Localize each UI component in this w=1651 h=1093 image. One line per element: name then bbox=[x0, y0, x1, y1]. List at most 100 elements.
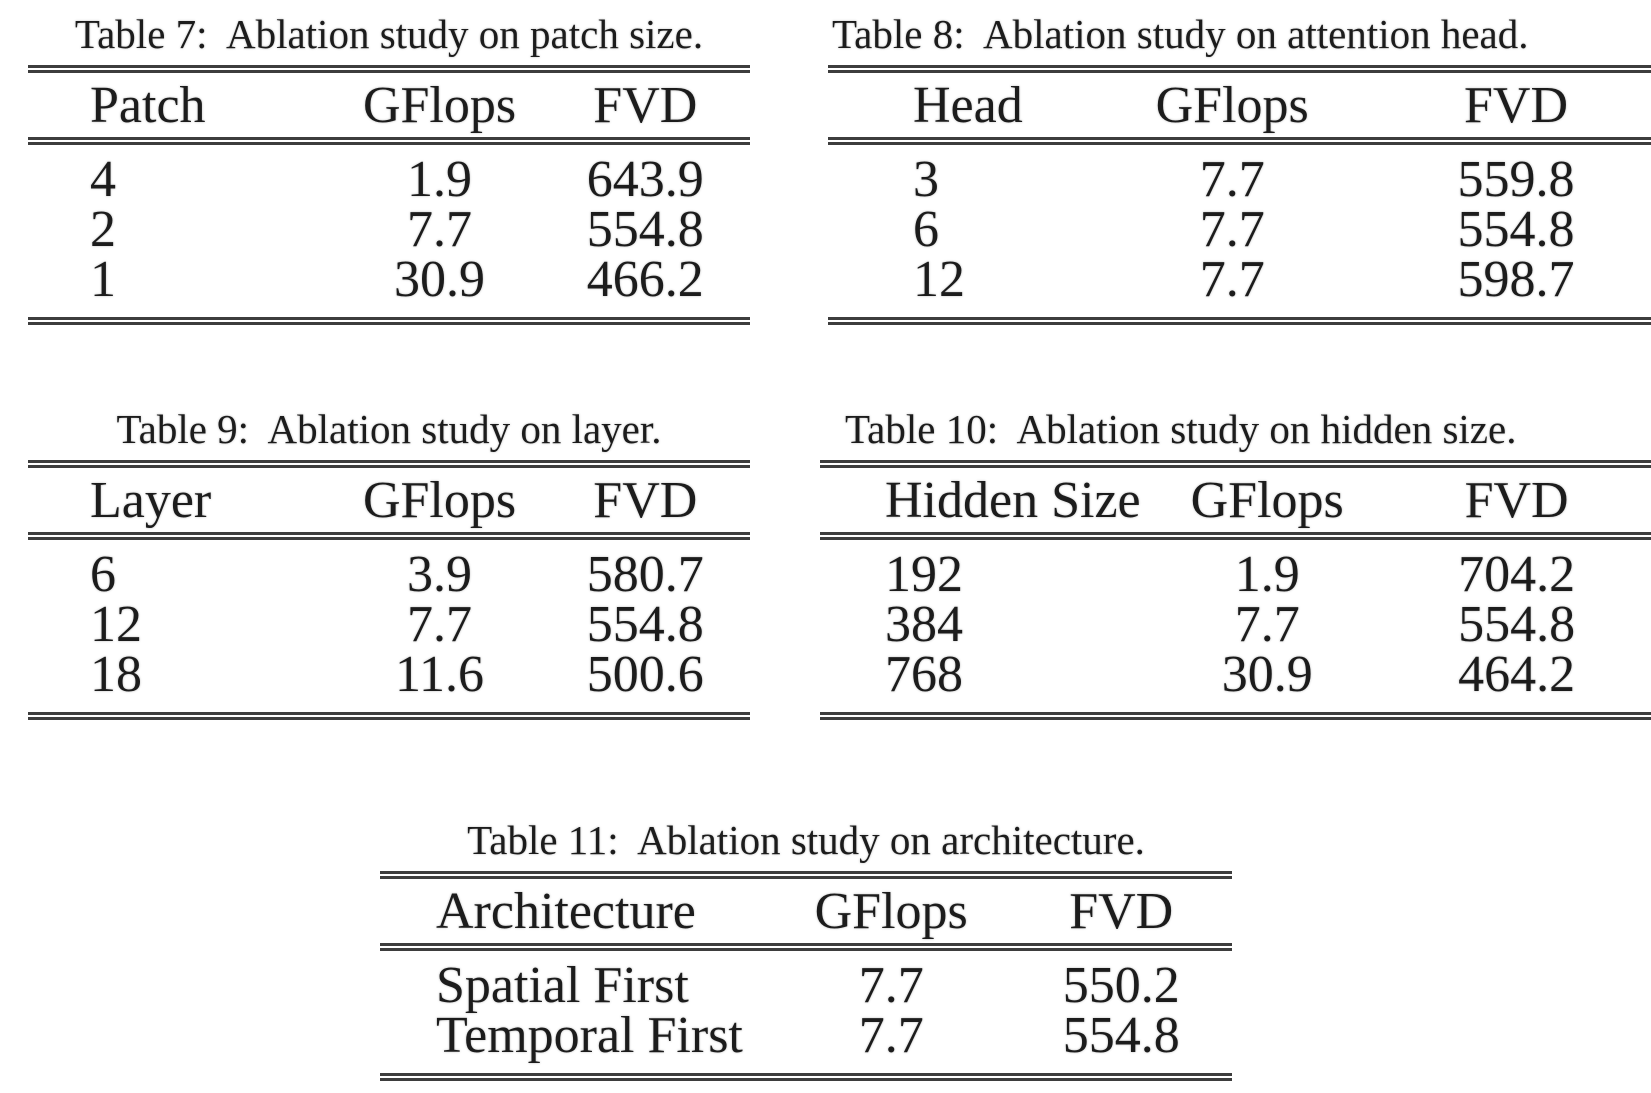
table-10-top-rule bbox=[820, 460, 1651, 468]
cell-fvd: 554.8 bbox=[586, 201, 704, 258]
table-10-body: 192 1.9 704.2 384 7.7 554.8 768 30.9 464… bbox=[820, 540, 1651, 712]
table-10-header-row: Hidden Size GFlops FVD bbox=[820, 468, 1651, 532]
cell-fvd: 643.9 bbox=[586, 151, 704, 208]
cell-fvd: 704.2 bbox=[1458, 546, 1576, 603]
table-7-bottom-rule bbox=[28, 317, 750, 325]
table-10-caption-text: Ablation study on hidden size. bbox=[1016, 406, 1517, 452]
column-header-hidden-size: Hidden Size bbox=[885, 471, 1141, 529]
cell-layer: 12 bbox=[90, 596, 142, 653]
table-9-body: 6 3.9 580.7 12 7.7 554.8 18 11.6 500.6 bbox=[28, 540, 750, 712]
column-header-gflops: GFlops bbox=[1155, 76, 1309, 134]
cell-fvd: 550.2 bbox=[1062, 957, 1180, 1014]
cell-gflops: 3.9 bbox=[407, 546, 473, 603]
table-row: 6 3.9 580.7 bbox=[28, 546, 750, 603]
cell-fvd: 580.7 bbox=[586, 546, 704, 603]
table-8-header-row: Head GFlops FVD bbox=[828, 73, 1651, 137]
cell-gflops: 7.7 bbox=[407, 596, 473, 653]
table-10-caption-label: Table 10: bbox=[845, 406, 999, 452]
cell-patch: 4 bbox=[90, 151, 116, 208]
column-header-head: Head bbox=[913, 76, 1023, 134]
table-9-header-row: Layer GFlops FVD bbox=[28, 468, 750, 532]
table-11-architecture: Table 11: Ablation study on architecture.… bbox=[380, 816, 1232, 1081]
cell-fvd: 554.8 bbox=[1457, 201, 1575, 258]
table-row: 192 1.9 704.2 bbox=[820, 546, 1651, 603]
table-10-caption: Table 10: Ablation study on hidden size. bbox=[820, 405, 1651, 453]
table-row: 1 30.9 466.2 bbox=[28, 251, 750, 308]
table-row: 18 11.6 500.6 bbox=[28, 646, 750, 703]
column-header-gflops: GFlops bbox=[362, 471, 517, 529]
table-7-top-rule bbox=[28, 65, 750, 73]
cell-gflops: 30.9 bbox=[1221, 646, 1313, 703]
table-8-bottom-rule bbox=[828, 317, 1651, 325]
cell-gflops: 7.7 bbox=[1234, 596, 1300, 653]
column-header-fvd: FVD bbox=[1464, 471, 1569, 529]
table-11-header-row: Architecture GFlops FVD bbox=[380, 879, 1232, 943]
cell-fvd: 466.2 bbox=[586, 251, 704, 308]
cell-layer: 18 bbox=[90, 646, 142, 703]
table-7-header-row: Patch GFlops FVD bbox=[28, 73, 750, 137]
table-11-caption-label: Table 11: bbox=[467, 817, 619, 863]
cell-architecture: Temporal First bbox=[436, 1007, 743, 1064]
column-header-architecture: Architecture bbox=[436, 882, 696, 940]
table-8-caption-text: Ablation study on attention head. bbox=[983, 11, 1529, 57]
cell-gflops: 1.9 bbox=[407, 151, 473, 208]
table-9-caption-label: Table 9: bbox=[116, 406, 250, 452]
cell-fvd: 554.8 bbox=[1062, 1007, 1180, 1064]
table-8-attention-head: Table 8: Ablation study on attention head… bbox=[828, 10, 1651, 325]
cell-head: 12 bbox=[913, 251, 965, 308]
table-9-caption-text: Ablation study on layer. bbox=[267, 406, 662, 452]
cell-fvd: 554.8 bbox=[1458, 596, 1576, 653]
cell-gflops: 7.7 bbox=[1199, 251, 1265, 308]
column-header-fvd: FVD bbox=[1069, 882, 1174, 940]
cell-architecture: Spatial First bbox=[436, 957, 689, 1014]
table-9-top-rule bbox=[28, 460, 750, 468]
table-8-header-rule bbox=[828, 137, 1651, 145]
table-8-body: 3 7.7 559.8 6 7.7 554.8 12 7.7 598.7 bbox=[828, 145, 1651, 317]
table-row: 384 7.7 554.8 bbox=[820, 596, 1651, 653]
table-9-caption: Table 9: Ablation study on layer. bbox=[28, 405, 750, 453]
table-11-header-rule bbox=[380, 943, 1232, 951]
table-9-header-rule bbox=[28, 532, 750, 540]
cell-fvd: 500.6 bbox=[586, 646, 704, 703]
table-10-bottom-rule bbox=[820, 712, 1651, 720]
cell-hidden-size: 384 bbox=[885, 596, 963, 653]
table-7-caption-label: Table 7: bbox=[74, 11, 208, 57]
table-11-caption-text: Ablation study on architecture. bbox=[637, 817, 1145, 863]
cell-head: 3 bbox=[913, 151, 939, 208]
cell-patch: 1 bbox=[90, 251, 116, 308]
cell-fvd: 554.8 bbox=[586, 596, 704, 653]
table-row: 4 1.9 643.9 bbox=[28, 151, 750, 208]
table-7-patch-size: Table 7: Ablation study on patch size. Pa… bbox=[28, 10, 750, 325]
cell-gflops: 11.6 bbox=[394, 646, 485, 703]
table-7-caption: Table 7: Ablation study on patch size. bbox=[28, 10, 750, 58]
table-row: 12 7.7 554.8 bbox=[28, 596, 750, 653]
cell-fvd: 598.7 bbox=[1457, 251, 1575, 308]
table-row: 768 30.9 464.2 bbox=[820, 646, 1651, 703]
column-header-gflops: GFlops bbox=[362, 76, 517, 134]
cell-layer: 6 bbox=[90, 546, 116, 603]
table-row: 6 7.7 554.8 bbox=[828, 201, 1651, 258]
column-header-patch: Patch bbox=[90, 76, 206, 134]
cell-gflops: 7.7 bbox=[1199, 151, 1265, 208]
table-row: 12 7.7 598.7 bbox=[828, 251, 1651, 308]
cell-head: 6 bbox=[913, 201, 939, 258]
table-11-body: Spatial First 7.7 550.2 Temporal First 7… bbox=[380, 951, 1232, 1073]
table-7-header-rule bbox=[28, 137, 750, 145]
table-row: Spatial First 7.7 550.2 bbox=[380, 957, 1232, 1014]
table-8-top-rule bbox=[828, 65, 1651, 73]
column-header-fvd: FVD bbox=[1463, 76, 1568, 134]
table-10-hidden-size: Table 10: Ablation study on hidden size. … bbox=[820, 405, 1651, 720]
cell-gflops: 7.7 bbox=[858, 1007, 924, 1064]
table-7-body: 4 1.9 643.9 2 7.7 554.8 1 30.9 466.2 bbox=[28, 145, 750, 317]
table-11-top-rule bbox=[380, 871, 1232, 879]
column-header-gflops: GFlops bbox=[1190, 471, 1344, 529]
column-header-gflops: GFlops bbox=[814, 882, 968, 940]
cell-hidden-size: 768 bbox=[885, 646, 963, 703]
column-header-fvd: FVD bbox=[593, 471, 698, 529]
table-11-bottom-rule bbox=[380, 1073, 1232, 1081]
cell-fvd: 559.8 bbox=[1457, 151, 1575, 208]
table-8-caption-label: Table 8: bbox=[832, 11, 965, 57]
table-11-caption: Table 11: Ablation study on architecture. bbox=[380, 816, 1232, 864]
table-8-caption: Table 8: Ablation study on attention head… bbox=[828, 10, 1651, 58]
